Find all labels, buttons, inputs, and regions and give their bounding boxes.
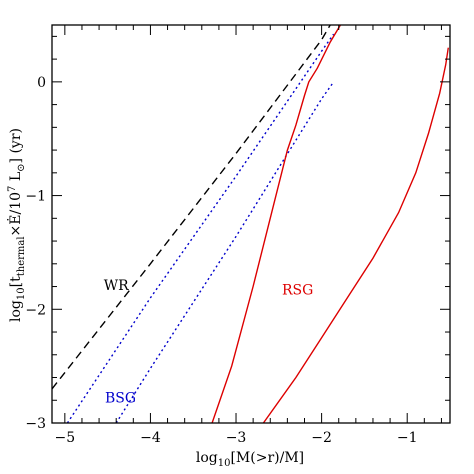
series-line-rsg-4 xyxy=(262,47,449,423)
series-line-bsg-1 xyxy=(66,33,335,423)
label-wr: WR xyxy=(104,278,129,294)
series-line-rsg-3 xyxy=(211,25,342,423)
plot-frame xyxy=(51,24,451,424)
x-tick-label: −1 xyxy=(397,430,418,446)
x-tick-label: −4 xyxy=(140,430,161,446)
x-tick-label: −2 xyxy=(311,430,332,446)
x-tick-label: −5 xyxy=(55,430,76,446)
annotations-layer: WR BSG RSG xyxy=(104,278,314,407)
ticks-layer xyxy=(52,25,450,424)
y-tick-label: 0 xyxy=(37,75,46,91)
y-tick-label: −2 xyxy=(25,302,46,318)
series-line-bsg-2 xyxy=(115,81,335,423)
x-axis-label: log10[M(>r)/M] xyxy=(196,450,304,469)
y-axis-label: log10[tthermal×Ė/107 L⊙] (yr) xyxy=(6,128,27,322)
label-rsg: RSG xyxy=(282,283,313,299)
y-tick-label: −3 xyxy=(25,416,46,432)
tick-labels-layer: −5 −4 −3 −2 −1 −3 −2 −1 0 xyxy=(25,75,417,446)
x-tick-label: −3 xyxy=(226,430,247,446)
label-bsg: BSG xyxy=(105,391,136,407)
curves-layer xyxy=(52,25,449,423)
series-line-wr-0 xyxy=(52,25,331,390)
y-tick-label: −1 xyxy=(25,189,46,205)
